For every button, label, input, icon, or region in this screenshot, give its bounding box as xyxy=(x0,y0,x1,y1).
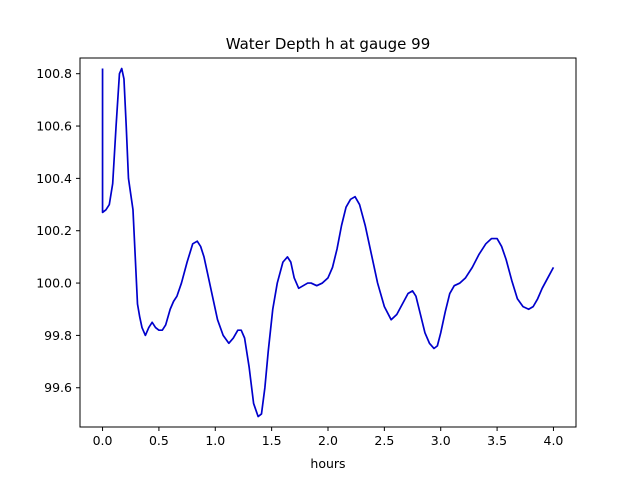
y-tick-label: 100.4 xyxy=(36,171,72,186)
x-tick-label: 1.0 xyxy=(205,433,225,448)
series-layer xyxy=(101,67,555,418)
y-tick-label: 99.8 xyxy=(44,328,72,343)
plot-area xyxy=(80,58,576,427)
x-axis-ticks: 0.0 0.5 1.0 1.5 2.0 2.5 3.0 3.5 4.0 xyxy=(93,427,564,448)
y-tick-label: 99.6 xyxy=(44,380,72,395)
plot-frame xyxy=(79,57,577,428)
x-tick-label: 2.5 xyxy=(374,433,394,448)
x-tick-label: 3.5 xyxy=(487,433,507,448)
x-tick-label: 3.0 xyxy=(431,433,451,448)
y-tick-label: 100.8 xyxy=(36,66,72,81)
x-tick-label: 1.5 xyxy=(262,433,282,448)
y-tick-label: 100.2 xyxy=(36,223,72,238)
x-tick-label: 0.0 xyxy=(93,433,113,448)
y-tick-label: 100.6 xyxy=(36,119,72,134)
y-tick-label: 100.0 xyxy=(36,276,72,291)
x-tick-label: 2.0 xyxy=(318,433,338,448)
chart-title: Water Depth h at gauge 99 xyxy=(226,35,431,53)
series-line-0 xyxy=(101,67,555,418)
y-axis-ticks: 99.6 99.8 100.0 100.2 100.4 100.6 100.8 xyxy=(36,66,80,395)
x-tick-label: 0.5 xyxy=(149,433,169,448)
x-axis-label: hours xyxy=(310,456,345,471)
x-tick-label: 4.0 xyxy=(544,433,564,448)
